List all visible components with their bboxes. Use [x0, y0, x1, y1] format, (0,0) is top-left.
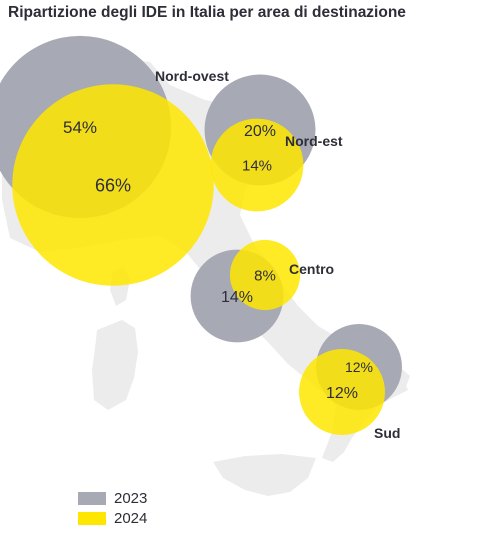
sardinia-shape [92, 320, 138, 410]
value-label-2023-nord-ovest: 54% [63, 118, 97, 137]
value-label-2024-nord-ovest: 66% [95, 175, 131, 195]
bubble-2024-nord-est [210, 118, 304, 212]
value-label-2023-nord-est: 20% [244, 123, 276, 140]
value-label-2023-sud: 12% [345, 359, 373, 375]
value-label-2024-nord-est: 14% [242, 157, 272, 174]
sicily-shape [213, 454, 316, 496]
legend-swatch-2024 [78, 511, 106, 525]
legend-item-2023: 2023 [78, 489, 148, 507]
value-label-2024-centro: 8% [254, 267, 276, 284]
bubble-2024-sud [299, 349, 385, 435]
bubble-value-labels: 54% 20%14%12%66%14%8%12% [63, 118, 373, 402]
region-label-nord-est: Nord-est [285, 133, 343, 149]
region-label-centro: Centro [289, 261, 334, 277]
bubble-2024-nord-ovest [12, 84, 214, 286]
value-label-2023-centro: 14% [221, 289, 253, 306]
legend-item-2024: 2024 [78, 509, 148, 527]
region-label-nord-ovest: Nord-ovest [155, 68, 229, 84]
chart-title: Ripartizione degli IDE in Italia per are… [8, 4, 406, 21]
region-labels: Nord-ovest Nord-est Centro Sud [155, 68, 400, 441]
series-2024-bubbles [12, 84, 385, 435]
value-label-2024-sud: 12% [326, 385, 358, 402]
bubble-2024-centro [229, 239, 301, 311]
region-label-sud: Sud [374, 425, 400, 441]
legend-label-2024: 2024 [114, 509, 148, 527]
legend-label-2023: 2023 [114, 489, 148, 507]
legend-swatch-2023 [78, 491, 106, 505]
